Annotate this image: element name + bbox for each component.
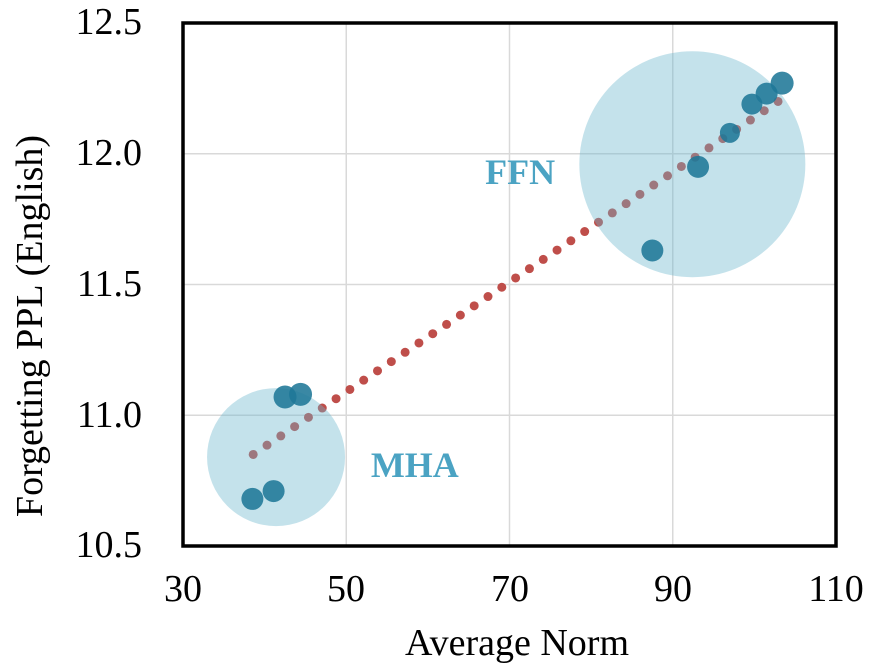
trend-dot bbox=[331, 394, 341, 404]
data-point bbox=[241, 487, 264, 510]
trend-dot bbox=[483, 292, 493, 302]
x-axis-title: Average Norm bbox=[404, 622, 630, 664]
y-axis-title: Forgetting PPL (English) bbox=[9, 134, 51, 518]
trend-dot bbox=[663, 171, 673, 181]
trend-dot bbox=[414, 338, 424, 348]
y-tick-label: 12.0 bbox=[75, 132, 143, 174]
trend-dot bbox=[469, 301, 479, 311]
trend-dot bbox=[317, 403, 327, 413]
cluster-circle-mha bbox=[207, 388, 346, 527]
trend-dot bbox=[511, 273, 521, 283]
trend-dot bbox=[676, 161, 686, 171]
data-point bbox=[641, 239, 664, 262]
trend-dot bbox=[538, 254, 548, 264]
trend-dot bbox=[428, 329, 438, 339]
trend-dot bbox=[566, 236, 576, 246]
trend-dot bbox=[580, 227, 590, 237]
data-point bbox=[687, 155, 710, 178]
trend-dot bbox=[455, 310, 465, 320]
x-tick-label: 90 bbox=[654, 568, 692, 610]
trend-dot bbox=[262, 440, 272, 450]
trend-dot bbox=[759, 106, 769, 116]
trend-dot bbox=[276, 431, 286, 441]
trend-dot bbox=[635, 189, 645, 199]
trend-dot bbox=[607, 208, 617, 218]
trend-dot bbox=[552, 245, 562, 255]
cluster-label-mha: MHA bbox=[370, 444, 459, 485]
trend-dot bbox=[248, 449, 258, 459]
trend-dot bbox=[497, 282, 507, 292]
trend-dot bbox=[524, 264, 534, 274]
trend-dot bbox=[373, 366, 383, 376]
trend-dot bbox=[593, 217, 603, 227]
trend-dot bbox=[345, 384, 355, 394]
trend-dot bbox=[704, 143, 714, 153]
trend-dot bbox=[386, 357, 396, 367]
y-tick-label: 11.5 bbox=[76, 263, 142, 305]
data-point bbox=[770, 71, 794, 95]
trend-dot bbox=[359, 375, 369, 385]
x-tick-label: 110 bbox=[808, 568, 864, 610]
trend-dot bbox=[621, 199, 631, 209]
trend-dot bbox=[442, 319, 452, 329]
y-tick-label: 12.5 bbox=[75, 1, 143, 43]
y-tick-label: 10.5 bbox=[75, 524, 143, 566]
x-tick-label: 50 bbox=[327, 568, 365, 610]
cluster-label-ffn: FFN bbox=[485, 152, 556, 193]
data-point bbox=[719, 122, 740, 143]
trend-dot bbox=[290, 422, 300, 432]
data-point bbox=[262, 480, 285, 503]
trend-dot bbox=[400, 347, 410, 357]
data-point bbox=[289, 382, 313, 406]
x-tick-label: 30 bbox=[164, 568, 202, 610]
trend-dot bbox=[745, 115, 755, 125]
trend-dot bbox=[649, 180, 659, 190]
x-tick-label: 70 bbox=[491, 568, 529, 610]
trend-dot bbox=[303, 412, 313, 422]
plot-border bbox=[181, 21, 838, 548]
y-tick-label: 11.0 bbox=[76, 394, 142, 436]
